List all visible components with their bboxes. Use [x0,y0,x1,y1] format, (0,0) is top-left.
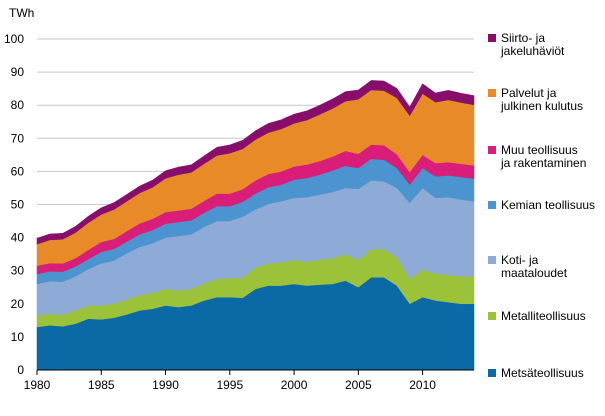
x-tick-label: 2000 [281,378,308,392]
x-tick-label: 1990 [152,378,179,392]
legend-swatch [488,312,496,320]
y-tick-label: 50 [11,198,25,212]
x-tick-label: 2010 [409,378,436,392]
area-series-6 [36,80,475,245]
legend-swatch [488,201,496,209]
y-unit-label: TWh [9,6,34,20]
legend-swatch [488,89,496,97]
y-tick-label: 60 [11,164,25,178]
x-tick-label: 1995 [216,378,243,392]
legend-swatch [488,34,496,42]
legend-label: Palvelut ja julkinen kulutus [500,86,583,113]
x-tick-label: 1980 [24,378,51,392]
y-tick-label: 30 [11,264,25,278]
y-tick-label: 0 [17,363,24,377]
area-layers [36,80,475,371]
legend-label: Metalliteollisuus [501,309,586,323]
legend-swatch [488,256,496,264]
legend-label: Kemian teollisuus [501,198,595,212]
legend-label: Metsäteollisuus [501,366,584,380]
y-tick-label: 10 [11,330,25,344]
y-axis-ticks: 0 10 20 30 40 50 60 70 80 90 100 [4,32,24,377]
legend: Siirto- ja jakeluhäviöt Palvelut ja julkine… [488,31,595,380]
x-tick-label: 2005 [345,378,372,392]
legend-swatch [488,146,496,154]
y-tick-label: 70 [11,131,25,145]
legend-label: Koti- ja maataloudet [501,253,568,280]
y-tick-label: 90 [11,65,25,79]
legend-swatch [488,369,496,377]
y-tick-label: 80 [11,98,25,112]
x-axis-ticks: 1980 1985 1990 1995 2000 2005 2010 [24,370,436,392]
legend-label: Muu teollisuus ja rakentaminen [500,143,586,170]
x-tick-label: 1985 [88,378,115,392]
legend-label: Siirto- ja jakeluhäviöt [500,31,565,58]
y-tick-label: 40 [11,231,25,245]
y-tick-label: 20 [11,297,25,311]
y-tick-label: 100 [4,32,24,46]
